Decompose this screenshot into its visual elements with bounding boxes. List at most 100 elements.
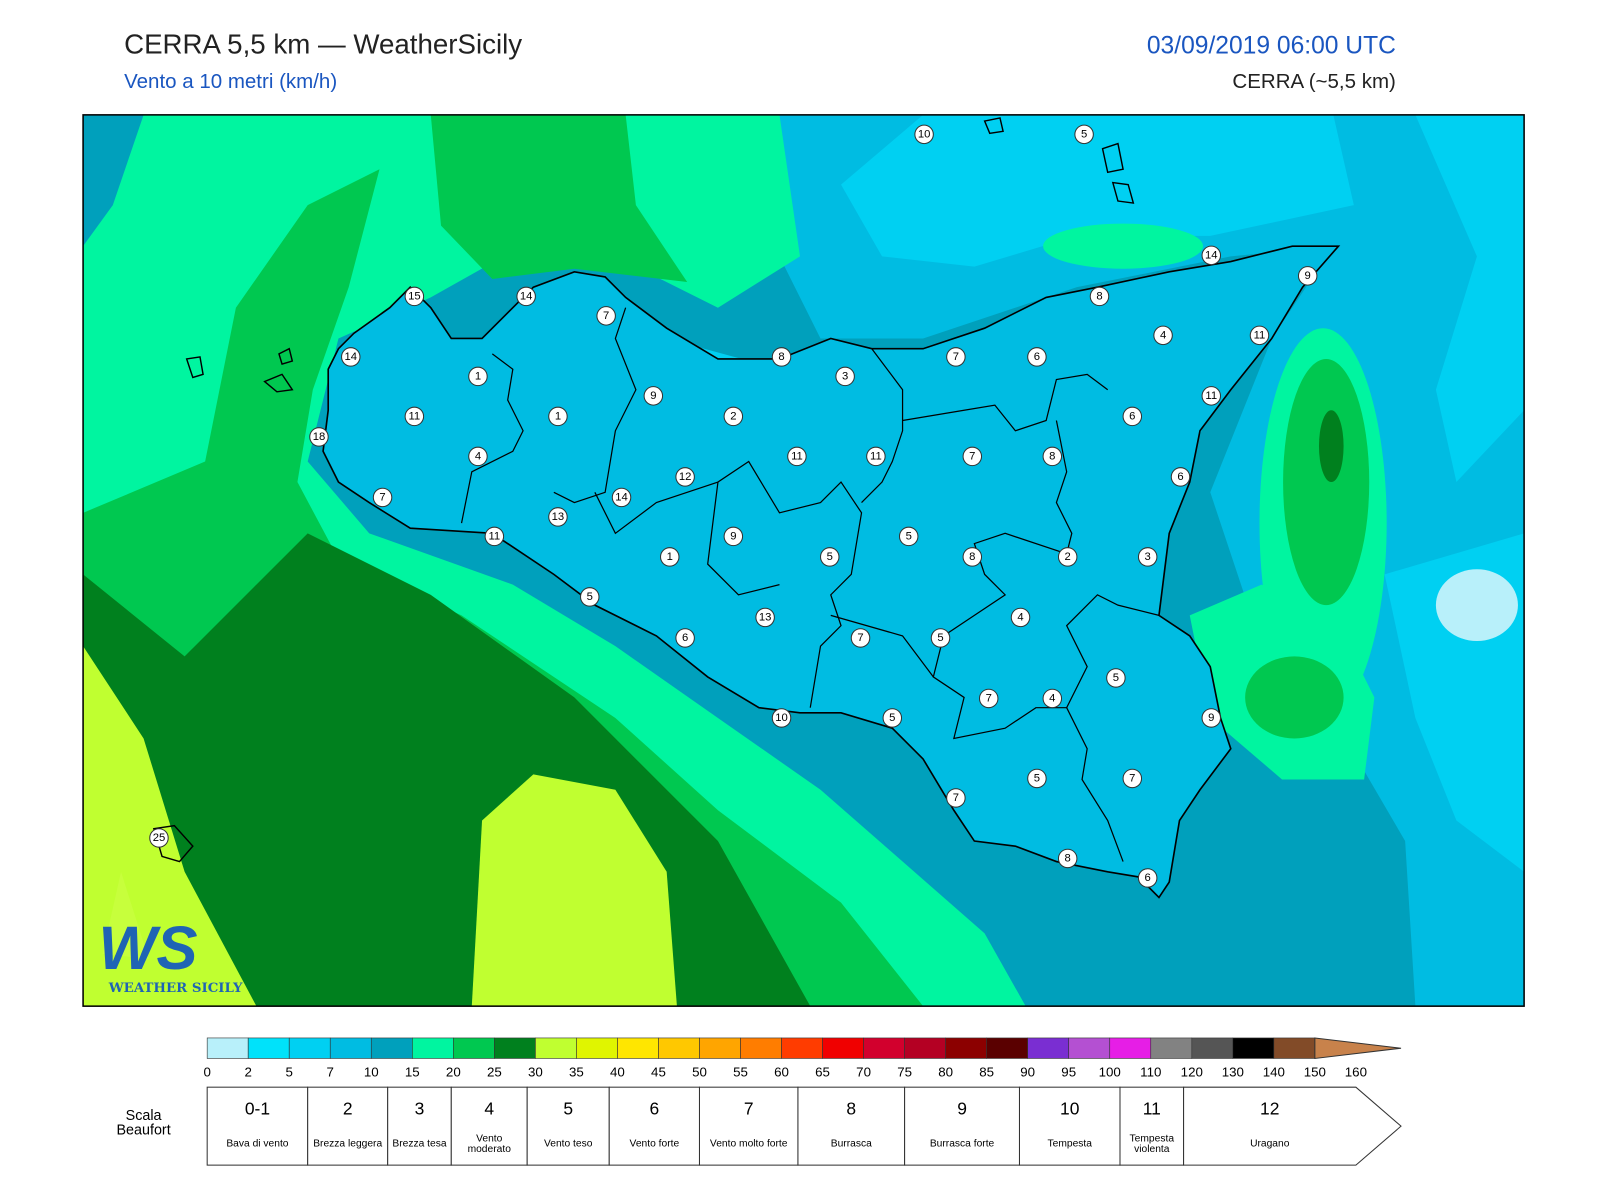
colorbar-cell — [535, 1037, 577, 1059]
station-value: 11 — [489, 530, 501, 542]
station-marker — [1170, 467, 1191, 487]
beaufort-name: Burrasca forte — [929, 1138, 995, 1150]
station-value: 6 — [682, 632, 688, 644]
station-marker — [882, 708, 903, 728]
logo: WS WEATHER SICILY — [98, 871, 243, 996]
station-value: 5 — [1113, 672, 1119, 684]
station: 7 — [978, 688, 999, 709]
station-value: 6 — [1177, 471, 1183, 483]
station-value: 10 — [918, 128, 931, 140]
colorbar-cell — [1068, 1037, 1111, 1059]
colorbar-cell — [617, 1037, 659, 1059]
colorbar-tick-label: 65 — [815, 1064, 830, 1079]
station-value: 9 — [1305, 270, 1311, 282]
station: 3 — [1137, 547, 1158, 567]
station-value: 12 — [679, 471, 692, 483]
station: 9 — [1297, 266, 1318, 286]
station: 5 — [580, 587, 600, 607]
station: 11 — [404, 406, 425, 427]
station-value: 14 — [615, 491, 628, 503]
station-value: 4 — [1017, 611, 1023, 623]
station-marker — [962, 547, 983, 567]
station: 1 — [548, 406, 568, 427]
colorbar-tick-label: 90 — [1020, 1064, 1035, 1079]
station: 14 — [341, 347, 361, 367]
station-value: 5 — [1081, 128, 1087, 140]
station-value: 14 — [345, 351, 358, 363]
colorbar-tick-label: 110 — [1140, 1064, 1161, 1079]
station-marker — [962, 446, 983, 467]
station: 11 — [787, 446, 807, 467]
station-marker — [1201, 386, 1222, 406]
beaufort-label: Scala — [126, 1108, 162, 1124]
beaufort-name: Brezza leggera — [313, 1138, 383, 1150]
station: 8 — [1057, 848, 1078, 869]
station: 18 — [309, 427, 329, 447]
station-marker — [675, 467, 695, 487]
station: 10 — [771, 708, 792, 728]
station-value: 6 — [1145, 872, 1151, 884]
station-value: 9 — [730, 530, 736, 542]
station-marker — [771, 347, 792, 367]
station: 5 — [1074, 124, 1094, 145]
beaufort-force: 7 — [744, 1098, 754, 1118]
station-marker — [1106, 668, 1126, 688]
station-value: 2 — [1065, 551, 1071, 563]
station-value: 11 — [791, 450, 803, 462]
station-value: 11 — [409, 410, 421, 422]
station-value: 8 — [1049, 450, 1055, 462]
station-marker — [1201, 245, 1222, 266]
colorbar-tick-label: 25 — [487, 1064, 502, 1079]
station: 14 — [1201, 245, 1222, 266]
station: 25 — [149, 828, 169, 848]
station-marker — [1249, 325, 1270, 346]
station: 6 — [1170, 467, 1191, 487]
station-marker — [946, 788, 966, 808]
station: 8 — [1042, 446, 1063, 467]
station-value: 13 — [759, 611, 772, 623]
station-marker — [835, 366, 855, 387]
title: CERRA 5,5 km — WeatherSicily — [124, 28, 522, 59]
colorbar-cell — [863, 1037, 905, 1059]
station-marker — [341, 347, 361, 367]
station-value: 7 — [379, 491, 385, 503]
station: 1 — [468, 366, 488, 387]
station-value: 7 — [603, 310, 609, 322]
beaufort-name: Vento teso — [543, 1138, 593, 1150]
colorbar-cell — [370, 1037, 413, 1059]
station-value: 11 — [870, 450, 882, 462]
colorbar-tick-label: 50 — [692, 1064, 707, 1079]
station: 9 — [1201, 708, 1222, 728]
map-frame — [82, 114, 1525, 1007]
beaufort-force: 5 — [563, 1098, 573, 1118]
station: 2 — [1057, 547, 1078, 567]
beaufort-force: 6 — [650, 1098, 660, 1118]
station: 8 — [771, 347, 792, 367]
logo-initials: WS — [98, 914, 197, 983]
station: 7 — [1122, 768, 1143, 789]
station-value: 5 — [1034, 772, 1040, 784]
beaufort-cell — [206, 1086, 309, 1166]
station-marker — [1201, 708, 1222, 728]
station: 8 — [1089, 286, 1110, 307]
station-value: 6 — [1034, 351, 1040, 363]
beaufort-force: 4 — [484, 1098, 494, 1118]
colorbar-cell — [1273, 1037, 1316, 1059]
station-marker — [787, 446, 807, 467]
beaufort-name: Tempesta — [1047, 1138, 1092, 1150]
station: 4 — [1153, 325, 1173, 346]
station-marker — [611, 487, 632, 508]
station-value: 4 — [1049, 692, 1055, 704]
station-value: 5 — [587, 591, 593, 603]
colorbar-tick-label: 7 — [327, 1064, 334, 1079]
colorbar-cell — [1027, 1037, 1070, 1059]
station-marker — [516, 286, 536, 307]
subtitle: Vento a 10 metri (km/h) — [124, 70, 337, 93]
station-marker — [1122, 406, 1143, 427]
station: 14 — [516, 286, 536, 307]
station-marker — [548, 406, 568, 427]
beaufort-scale: Scala Beaufort 0-1 Bava di vento 2 Brezza l… — [116, 1086, 1402, 1166]
station-value: 8 — [1096, 290, 1102, 302]
station-value: 5 — [889, 712, 895, 724]
colorbar-tick-label: 55 — [733, 1064, 748, 1079]
